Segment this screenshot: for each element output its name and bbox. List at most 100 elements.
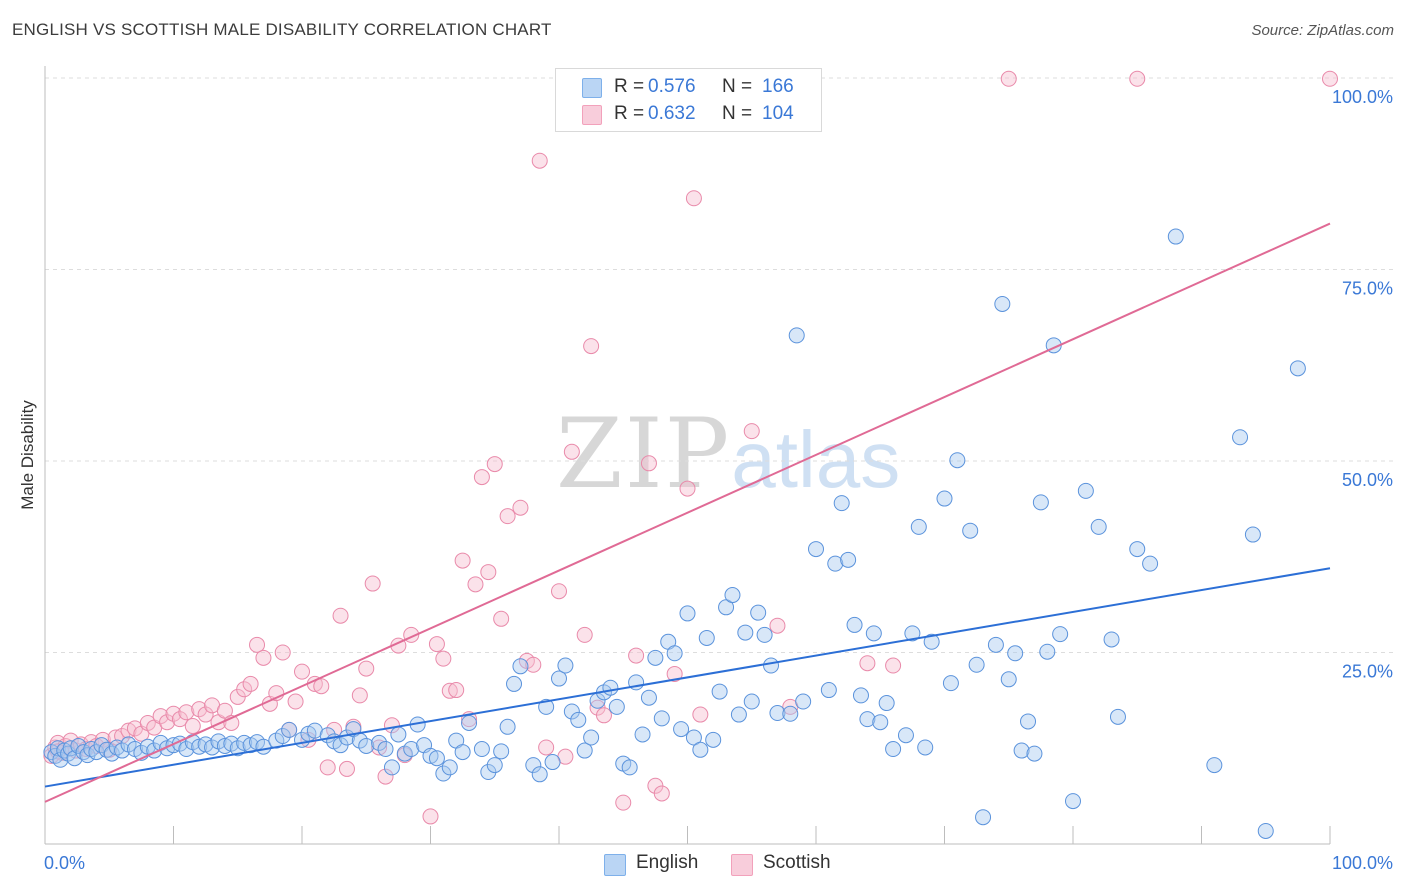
english-point — [987, 636, 1004, 653]
english-point — [820, 682, 837, 699]
english-point — [178, 741, 195, 758]
english-point — [846, 616, 863, 633]
scottish-point — [377, 768, 394, 785]
scottish-point — [583, 338, 600, 355]
english-point — [544, 754, 561, 771]
english-point — [1052, 626, 1069, 643]
scottish-point — [351, 687, 368, 704]
english-point — [872, 714, 889, 731]
english-point — [1232, 429, 1249, 446]
scottish-point — [1000, 70, 1017, 87]
legend-r-value: 0.576 — [648, 76, 696, 97]
english-point — [743, 693, 760, 710]
english-point — [968, 656, 985, 673]
english-point — [422, 747, 439, 764]
english-point — [852, 687, 869, 704]
scottish-point — [165, 705, 182, 722]
scottish-point — [178, 704, 195, 721]
scottish-point — [769, 617, 786, 634]
english-point — [1020, 713, 1037, 730]
scottish-point — [294, 663, 310, 680]
english-point — [563, 703, 580, 720]
english-point — [962, 522, 979, 539]
scottish-point — [191, 701, 208, 718]
english-point — [1007, 645, 1024, 662]
scottish-point — [666, 665, 683, 682]
scottish-point — [338, 760, 355, 777]
scottish-points — [43, 70, 1338, 825]
source-label: Source: ZipAtlas.com — [1251, 22, 1394, 39]
english-point — [756, 626, 773, 643]
scottish-point — [428, 636, 445, 653]
english-point — [191, 738, 208, 755]
english-point — [358, 737, 375, 754]
english-point — [371, 734, 388, 751]
english-point — [698, 629, 715, 646]
english-point — [377, 741, 394, 758]
english-point — [506, 675, 523, 692]
scottish-point — [538, 739, 555, 756]
english-point — [994, 295, 1011, 312]
english-point — [679, 605, 696, 622]
scottish-point — [885, 657, 902, 674]
scottish-point — [422, 808, 439, 825]
scottish-point — [493, 610, 510, 627]
english-point — [942, 675, 959, 692]
scottish-point — [531, 152, 548, 169]
english-point — [454, 744, 471, 761]
scottish-point — [441, 682, 458, 699]
english-point — [808, 541, 824, 558]
scottish-point — [1129, 70, 1146, 87]
english-point — [435, 765, 452, 782]
english-point — [493, 743, 510, 760]
trend-lines — [44, 222, 1331, 803]
scottish-point — [159, 714, 176, 731]
english-point — [1103, 631, 1120, 648]
english-point — [480, 763, 497, 780]
english-point — [1090, 518, 1107, 535]
scottish-point — [287, 693, 304, 710]
english-point — [833, 495, 850, 512]
english-point — [93, 737, 110, 754]
english-point — [403, 741, 420, 758]
english-point — [859, 711, 876, 728]
english-point — [840, 551, 857, 568]
english-point — [711, 683, 728, 700]
scottish-point — [563, 443, 580, 460]
scottish-point — [152, 708, 169, 725]
english-point — [499, 718, 516, 735]
english-point — [634, 726, 651, 743]
legend-n-label: N = — [722, 103, 753, 124]
english-point — [949, 452, 966, 469]
english-trend-line — [44, 567, 1331, 788]
english-point — [1142, 555, 1159, 572]
english-point — [975, 809, 992, 826]
english-point — [390, 726, 407, 743]
english-point — [897, 727, 914, 744]
scottish-point — [525, 656, 542, 673]
english-point — [608, 698, 625, 715]
x-tick-label: 100.0% — [1332, 853, 1393, 873]
english-point — [216, 737, 233, 754]
legend-label-scottish: Scottish — [763, 852, 831, 873]
english-point — [531, 766, 548, 783]
english-point — [653, 710, 670, 727]
scottish-point — [685, 190, 702, 207]
scottish-point — [236, 681, 253, 698]
scottish-point — [473, 469, 490, 486]
english-point — [750, 604, 767, 621]
scottish-point — [197, 706, 214, 723]
legend-swatch-english — [604, 854, 626, 876]
english-point — [551, 670, 567, 687]
english-point — [236, 734, 253, 751]
english-point — [1065, 793, 1081, 810]
english-point — [936, 490, 953, 507]
english-point — [538, 698, 555, 715]
english-point — [583, 729, 600, 746]
legend-r-label: R = — [614, 103, 645, 124]
english-point — [383, 759, 400, 776]
english-point — [878, 695, 895, 712]
english-point — [782, 705, 799, 722]
english-point — [865, 625, 882, 642]
